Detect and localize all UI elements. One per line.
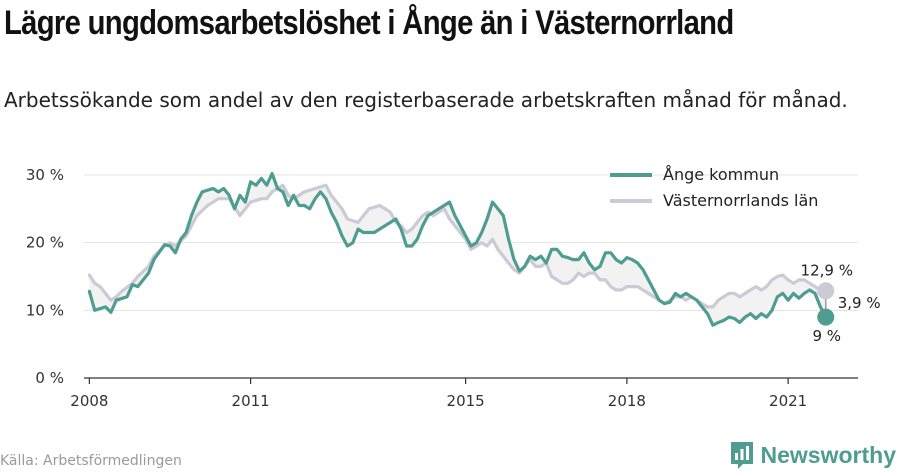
end-label-ange: 9 % — [812, 327, 841, 345]
series-lines — [87, 172, 828, 327]
legend-label-0: Ånge kommun — [663, 165, 779, 184]
end-point-ange — [817, 308, 835, 326]
x-axis: 2008 2011 2015 2018 2021 — [70, 377, 858, 410]
newsworthy-logo-icon — [730, 442, 753, 469]
end-labels: 12,9 % 3,9 % 9 % — [801, 262, 881, 345]
chart-title: Lägre ungdomsarbetslöshet i Ånge än i Vä… — [4, 4, 734, 42]
x-tick-label-2008: 2008 — [70, 392, 108, 410]
legend: Ånge kommun Västernorrlands län — [610, 165, 818, 210]
chart-subtitle: Arbetssökande som andel av den registerb… — [4, 88, 848, 112]
y-tick-label-0: 0 % — [35, 369, 64, 387]
end-label-difference: 3,9 % — [838, 294, 881, 312]
x-tick-label-2018: 2018 — [608, 392, 646, 410]
y-tick-label-30: 30 % — [26, 166, 64, 184]
end-markers — [817, 282, 835, 326]
end-label-vasternorrland: 12,9 % — [801, 262, 853, 280]
y-axis: 0 % 10 % 20 % 30 % — [26, 166, 64, 387]
end-point-vasternorrland — [817, 282, 835, 300]
y-tick-label-10: 10 % — [26, 301, 64, 319]
source-note: Källa: Arbetsförmedlingen — [0, 453, 182, 469]
x-tick-label-2021: 2021 — [769, 392, 807, 410]
x-tick-label-2011: 2011 — [232, 392, 270, 410]
y-tick-label-20: 20 % — [26, 234, 64, 252]
legend-label-1: Västernorrlands län — [663, 191, 818, 210]
brand-name: Newsworthy — [760, 441, 896, 468]
x-tick-label-2015: 2015 — [447, 392, 485, 410]
series-line-ange — [87, 172, 828, 327]
series-line-vasternorrland — [87, 183, 828, 309]
brand-logo: Newsworthy — [729, 440, 896, 470]
